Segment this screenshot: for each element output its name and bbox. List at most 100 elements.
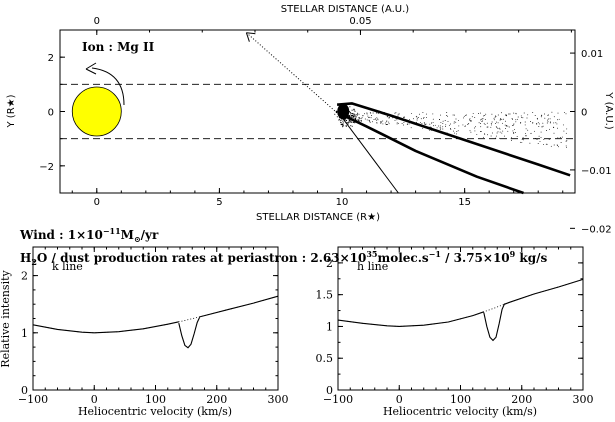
dust-dot [557, 146, 559, 148]
dust-dot [565, 132, 567, 134]
dust-dot [370, 112, 372, 114]
k-line-x-tick-label: 200 [206, 393, 227, 406]
tail-lower-edge [337, 111, 524, 195]
dust-dot [408, 118, 410, 120]
dust-dot [529, 142, 531, 144]
x-tick-label-top: 0 [94, 16, 100, 27]
dust-dot [522, 137, 524, 139]
comet-nucleus [337, 103, 350, 120]
dust-dot [388, 121, 390, 123]
dust-dot [503, 135, 505, 137]
dust-dot [450, 128, 451, 129]
y-tick-label-right: −0.01 [581, 166, 612, 177]
dust-dot [366, 119, 368, 121]
dust-dot [348, 119, 350, 121]
dust-dot [511, 137, 512, 139]
x-tick-label-bottom: 0 [94, 197, 100, 208]
dust-dot [491, 132, 493, 134]
dust-dot [532, 122, 534, 124]
dust-dot [462, 124, 464, 126]
dust-dot [360, 118, 362, 120]
dust-dot [542, 125, 544, 127]
dust-dot [433, 125, 434, 127]
dust-dot [408, 123, 410, 125]
dust-dot [453, 121, 455, 123]
dust-dot [450, 123, 452, 125]
dust-dot [480, 131, 482, 133]
dust-dot [350, 113, 352, 115]
dust-dot [556, 123, 558, 125]
orbit-arrow-head-a [246, 32, 256, 35]
dust-dot [557, 127, 558, 129]
dust-dot [525, 132, 527, 134]
dust-dot [375, 118, 377, 120]
dust-dot [524, 124, 526, 126]
dust-dot [497, 131, 499, 133]
y-tick-label-right: −0.02 [581, 224, 612, 235]
dust-dot [349, 106, 351, 108]
dust-dot [523, 112, 525, 114]
dust-dot [505, 114, 507, 116]
dust-dot [539, 140, 541, 142]
dust-dot [565, 113, 567, 115]
dust-dot [490, 123, 492, 124]
top-panel: 05101500.050.10.1520−20.020.010−0.01−0.0… [6, 0, 614, 235]
dust-dot [396, 122, 398, 124]
rotation-arrow-head [85, 62, 97, 75]
dust-dot [521, 139, 523, 141]
dust-dot [555, 122, 557, 124]
dust-dot [478, 113, 479, 114]
h-line-x-tick-label: 0 [396, 393, 403, 406]
dust-dot [348, 121, 350, 124]
dust-dot [478, 122, 480, 124]
production-rates-annotation: H2O / dust production rates at periastro… [20, 249, 547, 267]
h-line-x-tick-label: 200 [511, 393, 532, 406]
dust-dot [444, 120, 446, 121]
dust-dot [394, 112, 396, 114]
dust-dot [465, 114, 467, 116]
dust-dot [445, 124, 447, 126]
y-tick-label-left: 0 [48, 108, 54, 119]
dust-dot [504, 114, 506, 116]
dust-dot [566, 146, 567, 148]
dust-dot [352, 121, 354, 124]
dust-dot [402, 124, 404, 126]
dust-dot [505, 125, 507, 127]
dust-dot [479, 112, 481, 114]
dust-dot [429, 129, 431, 131]
dust-dot [491, 113, 493, 115]
dust-dot [516, 136, 518, 138]
dust-dot [416, 117, 418, 119]
dust-dot [357, 118, 359, 120]
dust-dot [563, 111, 565, 113]
rates-exp2: −1 [429, 249, 441, 259]
dust-dot [556, 144, 558, 146]
dust-dot [380, 122, 381, 124]
dust-dot [338, 119, 340, 121]
dust-dot [376, 117, 378, 119]
dust-dot [520, 115, 522, 117]
dust-dot [463, 117, 464, 119]
dust-dot [513, 124, 514, 126]
h-line-spectrum-right [504, 278, 584, 305]
dust-dot [448, 124, 450, 126]
top-plot-frame [59, 29, 576, 194]
dust-dot [388, 123, 390, 125]
dust-dot [386, 121, 388, 123]
dust-dot [410, 127, 412, 129]
dust-dot [369, 121, 371, 123]
dust-dot [386, 116, 388, 118]
dust-dot [398, 122, 400, 124]
dust-dot [495, 115, 497, 117]
h-line-y-tick-label: 1 [326, 320, 333, 333]
dust-dot [524, 121, 526, 123]
dust-dot [511, 118, 513, 120]
dust-dot [457, 130, 459, 132]
dust-dot [560, 142, 562, 143]
dust-dot [416, 116, 418, 118]
dust-dot [546, 122, 548, 124]
dust-dot [334, 113, 336, 115]
dust-dot [540, 137, 542, 138]
